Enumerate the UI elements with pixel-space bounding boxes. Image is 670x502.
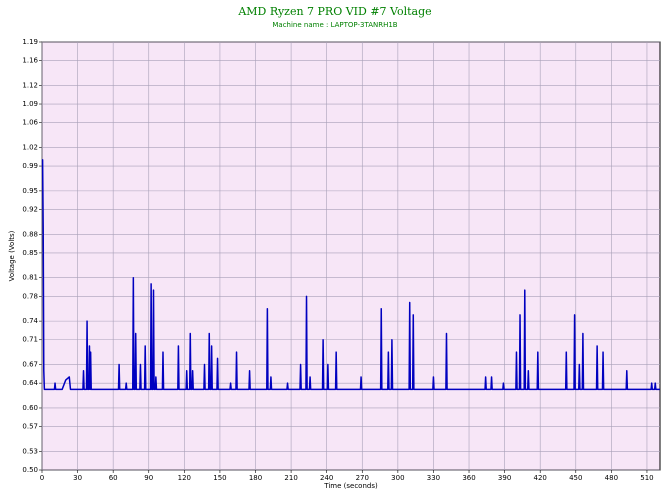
x-tick-label: 180 xyxy=(249,474,262,482)
x-tick-label: 300 xyxy=(391,474,404,482)
x-tick-label: 330 xyxy=(427,474,440,482)
chart-subtitle: Machine name : LAPTOP-3TANRH1B xyxy=(272,21,397,29)
y-tick-label: 0.78 xyxy=(22,292,38,300)
y-tick-label: 0.57 xyxy=(22,423,38,431)
y-tick-label: 1.12 xyxy=(22,81,38,89)
x-tick-label: 0 xyxy=(40,474,44,482)
x-tick-label: 90 xyxy=(144,474,153,482)
x-tick-label: 30 xyxy=(73,474,82,482)
x-tick-label: 450 xyxy=(569,474,582,482)
x-tick-label: 150 xyxy=(213,474,226,482)
y-tick-label: 1.19 xyxy=(22,38,38,46)
x-tick-label: 420 xyxy=(534,474,547,482)
x-tick-label: 360 xyxy=(462,474,475,482)
y-tick-label: 0.50 xyxy=(22,466,38,474)
y-tick-label: 1.16 xyxy=(22,57,38,65)
y-tick-label: 0.99 xyxy=(22,162,38,170)
y-tick-label: 0.85 xyxy=(22,249,38,257)
x-axis-label: Time (seconds) xyxy=(323,482,378,490)
y-tick-label: 1.09 xyxy=(22,100,38,108)
y-tick-label: 0.95 xyxy=(22,187,38,195)
data-line xyxy=(41,159,660,391)
x-tick-label: 60 xyxy=(109,474,118,482)
y-axis-label: Voltage (Volts) xyxy=(8,230,16,281)
x-tick-label: 390 xyxy=(498,474,511,482)
y-tick-label: 1.06 xyxy=(22,119,38,127)
y-tick-label: 0.92 xyxy=(22,205,38,213)
x-tick-label: 210 xyxy=(284,474,297,482)
y-tick-label: 0.88 xyxy=(22,230,38,238)
y-tick-label: 0.60 xyxy=(22,404,38,412)
y-tick-label: 0.81 xyxy=(22,274,38,282)
x-tick-label: 480 xyxy=(605,474,618,482)
y-tick-label: 0.53 xyxy=(22,447,38,455)
plot-area xyxy=(41,41,661,471)
x-tick-label: 120 xyxy=(178,474,191,482)
chart-title: AMD Ryzen 7 PRO VID #7 Voltage xyxy=(237,5,431,18)
x-tick-label: 270 xyxy=(356,474,369,482)
y-tick-label: 0.74 xyxy=(22,317,38,325)
x-tick-label: 240 xyxy=(320,474,333,482)
x-tick-label: 510 xyxy=(640,474,653,482)
y-tick-label: 0.64 xyxy=(22,379,38,387)
y-tick-label: 1.02 xyxy=(22,143,38,151)
y-tick-label: 0.67 xyxy=(22,361,38,369)
y-tick-label: 0.71 xyxy=(22,336,38,344)
